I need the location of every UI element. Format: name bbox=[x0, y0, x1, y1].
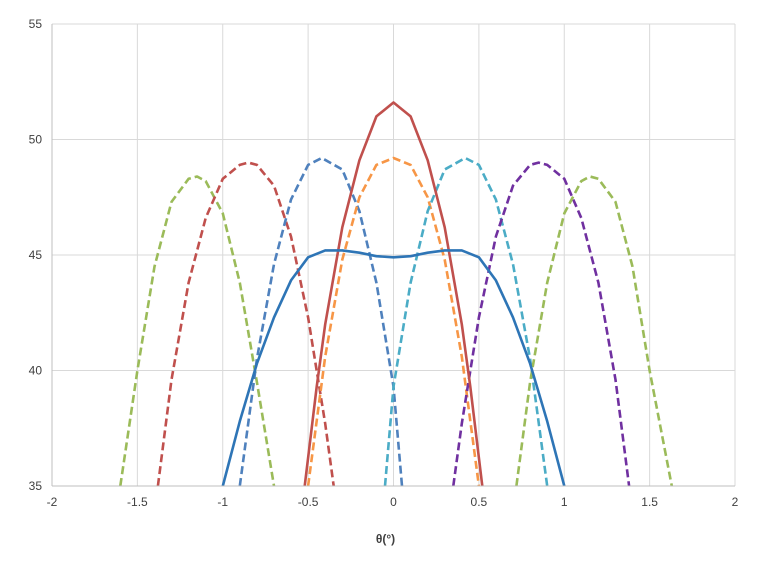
series-line-2 bbox=[156, 161, 335, 487]
y-tick-label: 35 bbox=[29, 479, 43, 493]
x-tick-label: 0 bbox=[390, 495, 397, 509]
x-axis-label: θ(°) bbox=[376, 532, 395, 546]
y-tick-label: 40 bbox=[29, 364, 43, 378]
x-tick-label: -2 bbox=[47, 495, 58, 509]
x-tick-label: -1.5 bbox=[127, 495, 148, 509]
series-line-6 bbox=[452, 161, 631, 487]
x-tick-label: 1.5 bbox=[641, 495, 658, 509]
y-tick-label: 55 bbox=[29, 17, 43, 31]
x-tick-label: -0.5 bbox=[298, 495, 319, 509]
x-tick-label: -1 bbox=[217, 495, 228, 509]
series-line-7 bbox=[515, 175, 674, 487]
y-tick-label: 50 bbox=[29, 133, 43, 147]
axes: -2 -1.5 -1 -0.5 0 0.5 1 1.5 2 35 40 45 50 55 bbox=[29, 17, 739, 509]
x-tick-label: 0.5 bbox=[471, 495, 488, 509]
series-line-4 bbox=[306, 156, 481, 487]
series-line-3 bbox=[238, 156, 404, 487]
series-line-5 bbox=[383, 156, 549, 487]
series-line-9 bbox=[221, 249, 566, 487]
x-tick-label: 1 bbox=[561, 495, 568, 509]
y-tick-label: 45 bbox=[29, 248, 43, 262]
grid bbox=[51, 23, 736, 487]
series-line-8 bbox=[303, 101, 484, 487]
series-line-1 bbox=[119, 175, 276, 487]
x-tick-label: 2 bbox=[732, 495, 739, 509]
series-group bbox=[119, 101, 674, 487]
